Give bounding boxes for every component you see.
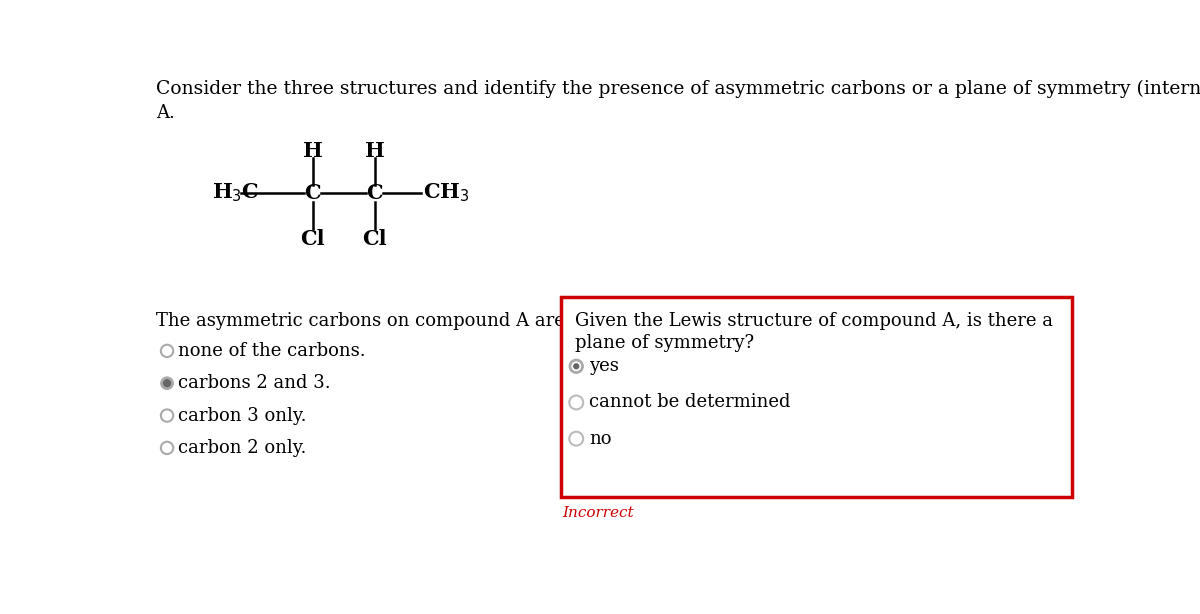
Text: Given the Lewis structure of compound A, is there a: Given the Lewis structure of compound A,… xyxy=(575,313,1052,330)
Circle shape xyxy=(572,362,581,370)
Circle shape xyxy=(163,380,170,387)
Text: The asymmetric carbons on compound A are located on: The asymmetric carbons on compound A are… xyxy=(156,313,666,330)
Circle shape xyxy=(161,377,173,389)
Text: yes: yes xyxy=(589,357,619,375)
Text: no: no xyxy=(589,430,612,448)
Text: Consider the three structures and identify the presence of asymmetric carbons or: Consider the three structures and identi… xyxy=(156,80,1200,98)
Text: C: C xyxy=(305,183,322,203)
Text: H: H xyxy=(365,141,385,161)
Bar xyxy=(560,297,1073,497)
Text: CH$_3$: CH$_3$ xyxy=(422,182,469,204)
Text: H: H xyxy=(302,141,323,161)
Text: carbon 2 only.: carbon 2 only. xyxy=(178,439,306,457)
Text: cannot be determined: cannot be determined xyxy=(589,394,791,411)
Text: carbons 2 and 3.: carbons 2 and 3. xyxy=(178,374,330,392)
Circle shape xyxy=(574,364,578,368)
Text: plane of symmetry?: plane of symmetry? xyxy=(575,334,754,352)
Text: Cl: Cl xyxy=(362,229,388,249)
Text: carbon 3 only.: carbon 3 only. xyxy=(178,406,306,424)
Text: A.: A. xyxy=(156,104,175,122)
Text: H$_3$C: H$_3$C xyxy=(212,182,259,204)
Text: none of the carbons.: none of the carbons. xyxy=(178,342,366,360)
Text: Incorrect: Incorrect xyxy=(563,507,634,521)
Text: C: C xyxy=(366,183,383,203)
Text: Cl: Cl xyxy=(300,229,325,249)
Circle shape xyxy=(569,359,583,373)
